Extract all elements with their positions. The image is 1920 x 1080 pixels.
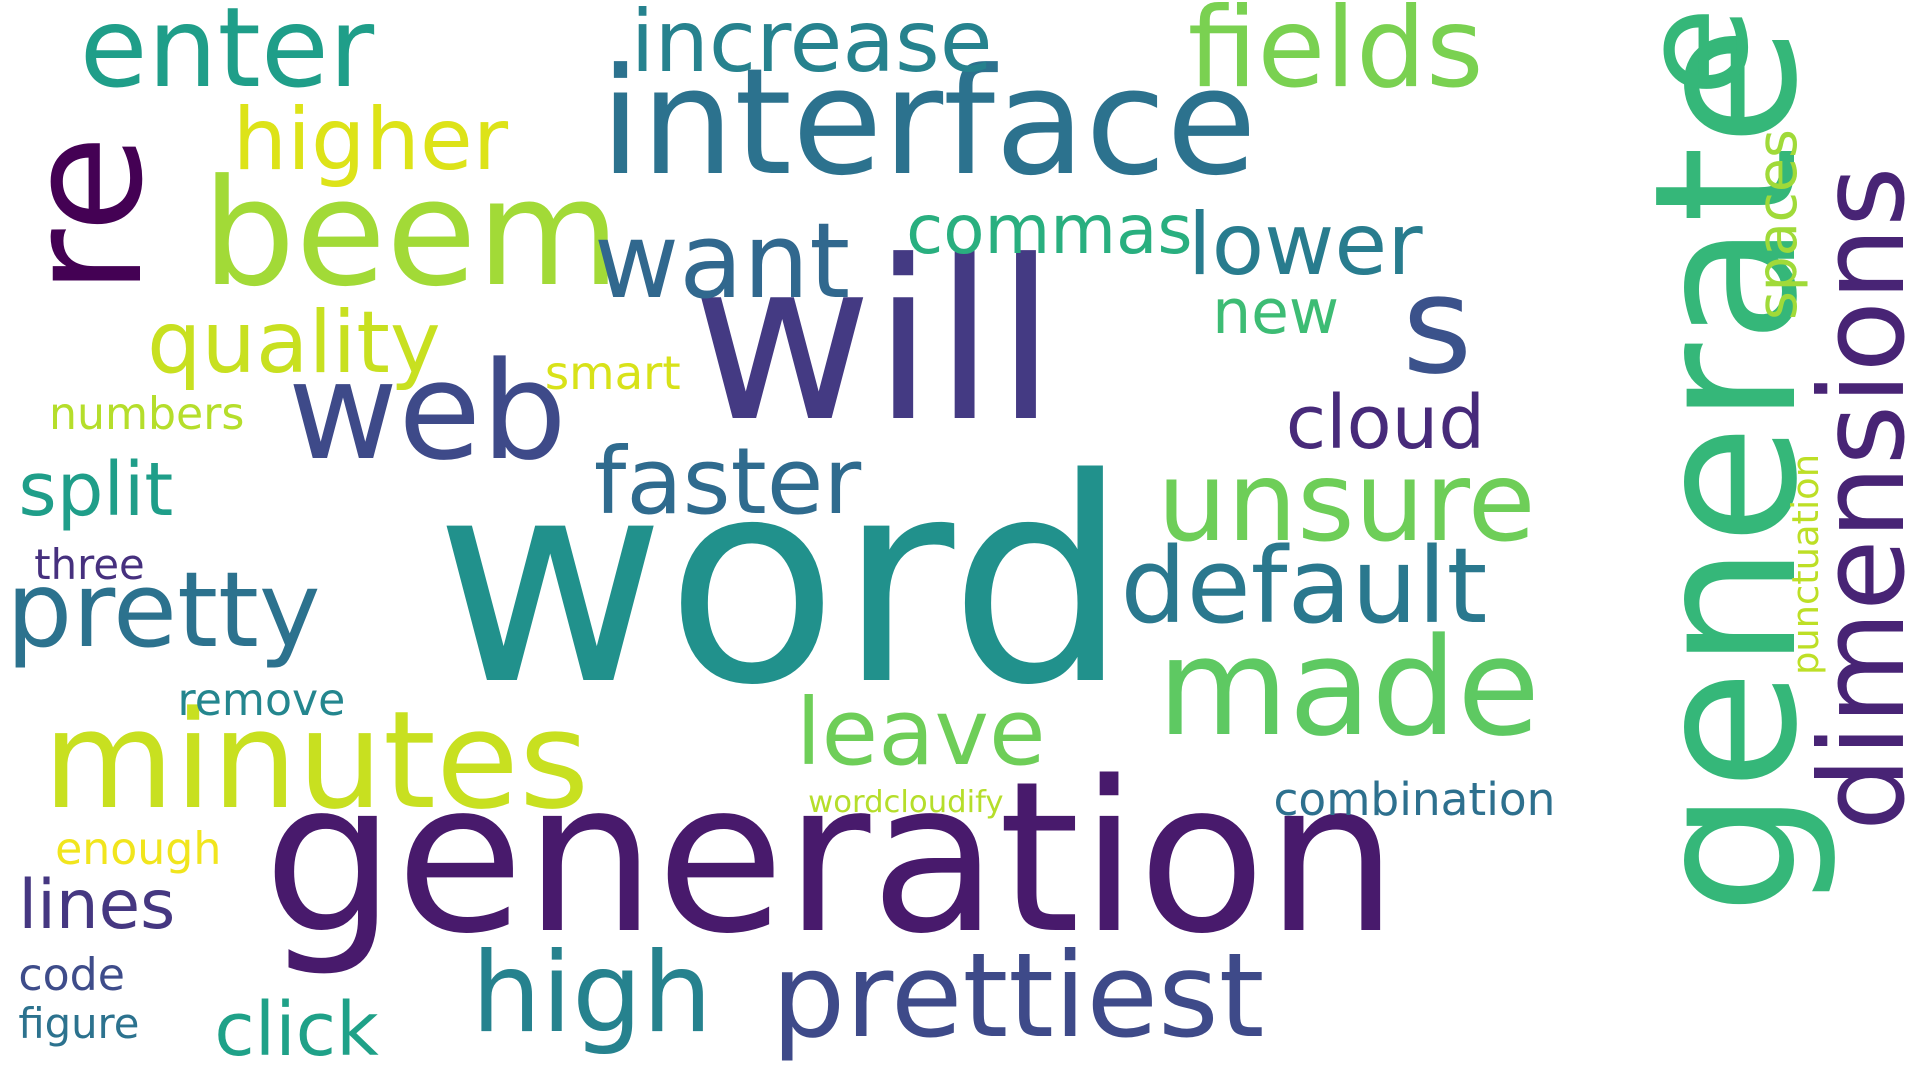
word-want: want <box>593 199 851 322</box>
word-s: s <box>1402 246 1473 404</box>
word-fields: fields <box>1187 0 1484 113</box>
word-web: web <box>287 332 567 490</box>
word-high: high <box>471 928 713 1058</box>
word-higher: higher <box>232 90 509 191</box>
word-increase: increase <box>630 0 993 92</box>
word-word: word <box>434 417 1129 747</box>
word-enter: enter <box>79 0 375 113</box>
word-generation: generation <box>263 736 1398 980</box>
word-code: code <box>18 949 125 1001</box>
word-minutes: minutes <box>42 682 590 840</box>
word-figure: figure <box>18 998 140 1048</box>
word-re: re <box>0 134 179 295</box>
word-made: made <box>1157 608 1541 766</box>
word-interface: interface <box>600 36 1257 209</box>
word-remove: remove <box>177 674 346 726</box>
word-spaces: spaces <box>1746 129 1811 320</box>
word-lower: lower <box>1187 194 1423 295</box>
word-default: default <box>1120 524 1488 647</box>
word-faster: faster <box>593 427 862 535</box>
word-beem: beem <box>202 146 621 319</box>
word-unsure: unsure <box>1157 437 1536 567</box>
word-punctuation: punctuation <box>1783 454 1827 676</box>
word-three: three <box>34 539 145 589</box>
word-cloud: cloud <box>1285 380 1486 466</box>
word-lines: lines <box>18 865 176 945</box>
word-combination: combination <box>1273 772 1556 826</box>
word-prettiest: prettiest <box>771 928 1265 1064</box>
word-smart: smart <box>544 345 681 400</box>
word-click: click <box>214 988 379 1074</box>
word-quality: quality <box>146 292 441 393</box>
word-enough: enough <box>55 824 222 876</box>
word-numbers: numbers <box>48 388 245 440</box>
word-leave: leave <box>795 679 1046 787</box>
word-new: new <box>1212 277 1340 349</box>
word-will: will <box>691 214 1057 472</box>
word-e: e <box>1609 6 1782 98</box>
word-split: split <box>18 448 174 534</box>
word-commas: commas <box>906 190 1193 270</box>
word-pretty: pretty <box>6 549 321 672</box>
word-wordcloudify: wordcloudify <box>808 784 1004 820</box>
